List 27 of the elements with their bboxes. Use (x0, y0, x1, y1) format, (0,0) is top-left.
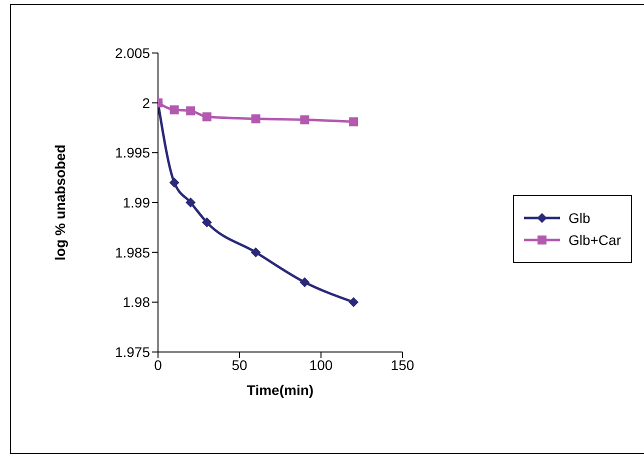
point (186, 106, 196, 116)
y-axis-title: log % unabsobed (52, 144, 68, 260)
y-tick-label: 1.985 (114, 244, 150, 260)
point (300, 277, 310, 288)
y-tick-label: 1.98 (122, 294, 150, 310)
x-tick-label: 50 (232, 356, 248, 373)
x-axis-title: Time(min) (246, 382, 314, 398)
point (250, 247, 261, 258)
legend-label: Glb (568, 210, 590, 226)
x-tick-label: 150 (390, 356, 414, 373)
point (202, 217, 212, 228)
y-tick-label: 2.005 (114, 44, 150, 61)
point (170, 105, 179, 114)
x-tick-label: 100 (309, 356, 333, 373)
y-tick-label: 1.99 (122, 194, 150, 210)
y-tick-label: 1.975 (114, 344, 150, 360)
legend-label: Glb+Car (568, 232, 621, 248)
point (300, 115, 310, 124)
point (348, 297, 359, 308)
point (186, 198, 196, 208)
y-tick-label: 1.995 (114, 144, 150, 161)
point (251, 114, 260, 124)
point (349, 117, 358, 126)
point (202, 112, 212, 122)
x-tick-label: 0 (154, 356, 162, 373)
point (169, 178, 180, 188)
y-tick-label: 2 (142, 94, 150, 111)
